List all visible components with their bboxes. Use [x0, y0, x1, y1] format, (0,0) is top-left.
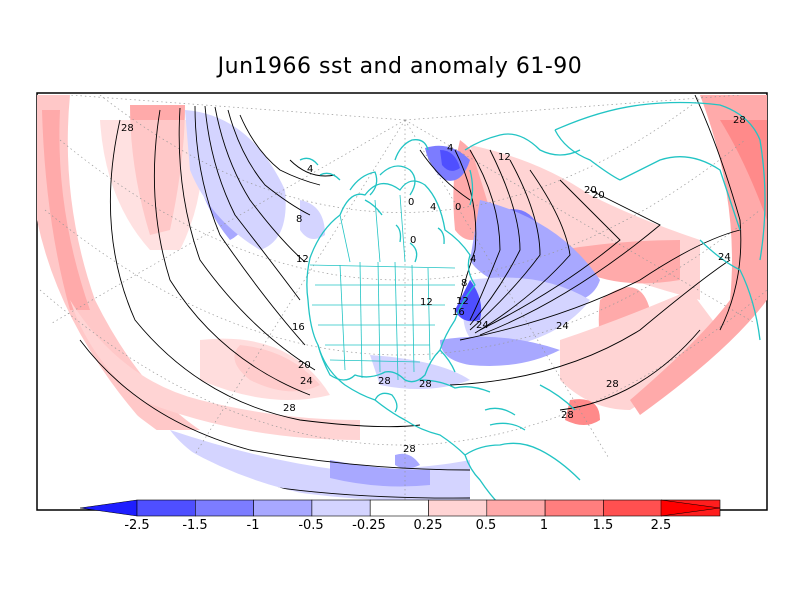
sst-contours [79, 95, 742, 499]
colorbar-swatch [603, 499, 663, 517]
contour-label: 0 [408, 197, 414, 208]
colorbar-tick-label: -1 [247, 518, 260, 533]
contour-label: 24 [300, 376, 313, 387]
contour-label: 20 [584, 185, 597, 196]
colorbar-tick-label: 0.5 [476, 518, 497, 533]
colorbar-tick-label: 0.25 [414, 518, 443, 533]
contour-label: 24 [718, 252, 731, 263]
contour-label: 4 [430, 202, 436, 213]
colorbar-swatch [311, 499, 371, 517]
contour-label: 28 [378, 376, 391, 387]
contour-label: 12 [296, 254, 309, 265]
colorbar-swatch [195, 499, 254, 517]
colorbar-tick-label: 1 [540, 518, 548, 533]
colorbar-swatch [428, 499, 488, 517]
colorbar-swatch [486, 499, 546, 517]
contour-label: 20 [592, 190, 605, 201]
colorbar: -2.5 -1.5 -1 -0.5 -0.25 0.25 0.5 1 1.5 2… [79, 499, 721, 533]
contour-label: 16 [452, 307, 465, 318]
contour-label: 20 [298, 360, 311, 371]
contour-label: 0 [410, 235, 416, 246]
colorbar-tick-label: -0.25 [352, 518, 386, 533]
contour-label: 0 [455, 202, 461, 213]
map-title: Jun1966 sst and anomaly 61-90 [217, 54, 583, 79]
contour-label: 4 [470, 254, 476, 265]
contour-label-layer: 28 4 8 12 16 20 24 28 0 4 0 0 4 12 20 20… [121, 115, 746, 455]
colorbar-tick-label: -2.5 [124, 518, 149, 533]
contour-label: 28 [733, 115, 746, 126]
contour-label: 4 [307, 164, 313, 175]
contour-label: 28 [121, 123, 134, 134]
colorbar-tick-label: -1.5 [182, 518, 207, 533]
colorbar-swatch [253, 499, 313, 517]
coastlines [299, 101, 766, 506]
contour-label: 16 [292, 322, 305, 333]
colorbar-right-arrow [660, 499, 721, 517]
contour-label: 12 [420, 297, 433, 308]
state-boundaries [309, 194, 456, 381]
contour-label: 28 [283, 403, 296, 414]
anomaly-positive-shading [37, 95, 767, 440]
contour-label: 28 [403, 444, 416, 455]
contour-label: 8 [461, 278, 467, 289]
colorbar-swatch [544, 499, 604, 517]
anomaly-negative-shading [170, 110, 600, 502]
contour-label: 12 [498, 152, 511, 163]
colorbar-tick-label: -0.5 [298, 518, 323, 533]
contour-label: 24 [476, 320, 489, 331]
contour-label: 28 [561, 410, 574, 421]
colorbar-tick-label: 1.5 [593, 518, 614, 533]
contour-label: 8 [296, 214, 302, 225]
colorbar-swatch [136, 499, 196, 517]
contour-label: 28 [419, 379, 432, 390]
colorbar-swatch [369, 499, 429, 517]
colorbar-labels: -2.5 -1.5 -1 -0.5 -0.25 0.25 0.5 1 1.5 2… [124, 518, 671, 533]
contour-label: 28 [606, 379, 619, 390]
colorbar-tick-label: 2.5 [651, 518, 672, 533]
contour-label: 24 [556, 321, 569, 332]
contour-label: 4 [447, 143, 453, 154]
colorbar-boxes [136, 499, 721, 517]
contour-label: 12 [456, 296, 469, 307]
